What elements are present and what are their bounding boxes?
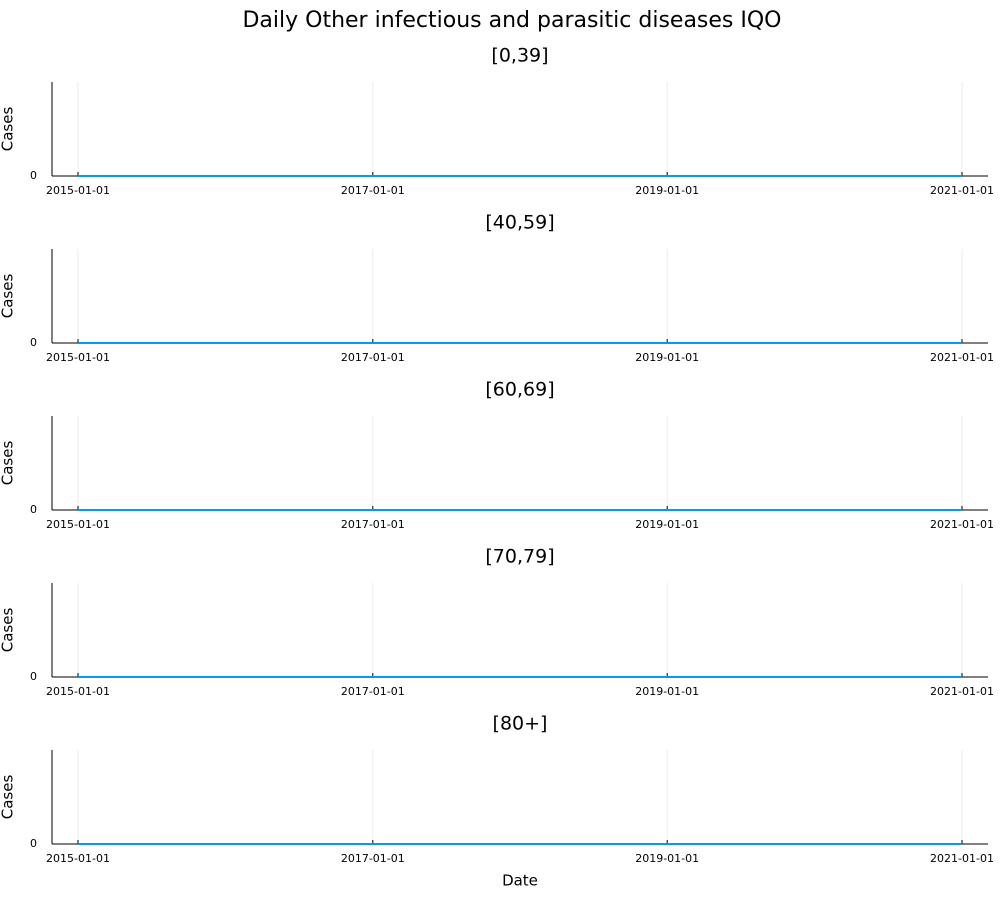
y-axis-label: Cases: [0, 775, 17, 820]
subplot-3: [60,69] 2015-01-01 2017-01-01 2019-01-01 202…: [0, 379, 994, 532]
y-tick-label: 0: [30, 336, 37, 349]
x-tick-label: 2021-01-01: [930, 351, 994, 364]
x-axis-label: Date: [502, 872, 538, 890]
y-tick-label: 0: [30, 503, 37, 516]
subplot-title: [0,39]: [491, 45, 548, 67]
x-tick-label: 2015-01-01: [46, 518, 110, 531]
x-tick-label: 2021-01-01: [930, 852, 994, 865]
figure-title: Daily Other infectious and parasitic dis…: [242, 8, 781, 33]
x-tick-label: 2017-01-01: [341, 518, 405, 531]
subplot-5: [80+] 2015-01-01 2017-01-01 2019-01-01 2021-…: [0, 713, 994, 890]
x-tick-label: 2015-01-01: [46, 184, 110, 197]
x-tick-label: 2015-01-01: [46, 685, 110, 698]
y-axis-label: Cases: [0, 608, 17, 653]
subplot-title: [40,59]: [485, 212, 554, 234]
y-tick-label: 0: [30, 837, 37, 850]
y-tick-label: 0: [30, 670, 37, 683]
subplot-title: [80+]: [493, 713, 548, 735]
subplot-1: [0,39] 2015-01-01 2017-01-01 2019-01-01 2021…: [0, 45, 994, 198]
y-axis-label: Cases: [0, 107, 17, 152]
x-tick-label: 2015-01-01: [46, 852, 110, 865]
y-axis-label: Cases: [0, 441, 17, 486]
x-tick-label: 2019-01-01: [635, 852, 699, 865]
subplot-stack: [0,39] 2015-01-01 2017-01-01 2019-01-01 2021…: [0, 45, 994, 890]
y-tick-label: 0: [30, 169, 37, 182]
x-tick-label: 2017-01-01: [341, 351, 405, 364]
y-axis-label: Cases: [0, 274, 17, 319]
x-tick-label: 2019-01-01: [635, 184, 699, 197]
x-tick-label: 2017-01-01: [341, 184, 405, 197]
subplot-title: [60,69]: [485, 379, 554, 401]
subplot-4: [70,79] 2015-01-01 2017-01-01 2019-01-01 202…: [0, 546, 994, 699]
x-tick-label: 2021-01-01: [930, 518, 994, 531]
x-tick-label: 2019-01-01: [635, 351, 699, 364]
x-tick-label: 2019-01-01: [635, 518, 699, 531]
subplot-title: [70,79]: [485, 546, 554, 568]
x-tick-label: 2015-01-01: [46, 351, 110, 364]
x-tick-label: 2019-01-01: [635, 685, 699, 698]
x-tick-label: 2021-01-01: [930, 184, 994, 197]
x-tick-label: 2021-01-01: [930, 685, 994, 698]
x-tick-label: 2017-01-01: [341, 685, 405, 698]
x-tick-label: 2017-01-01: [341, 852, 405, 865]
subplot-2: [40,59] 2015-01-01 2017-01-01 2019-01-01 202…: [0, 212, 994, 365]
